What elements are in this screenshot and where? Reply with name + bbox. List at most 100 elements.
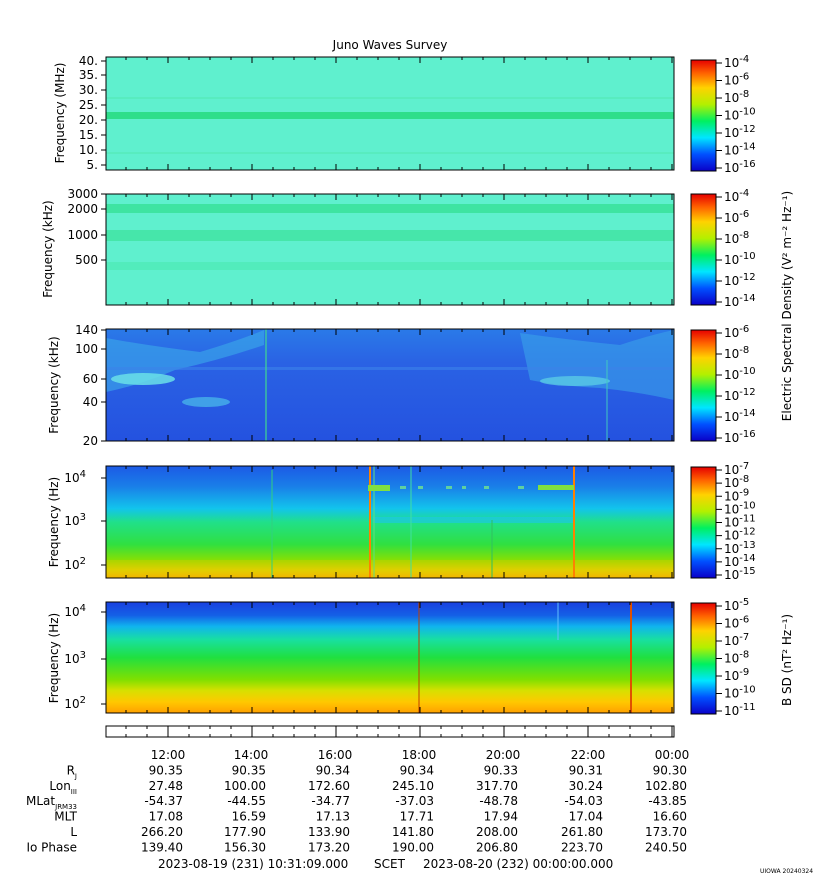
emission-blob-right — [540, 376, 610, 386]
ephemeris-value: -37.03 — [395, 794, 434, 808]
time-tick-label: 14:00 — [234, 748, 269, 762]
frame-5 — [105, 601, 675, 714]
time-strip — [105, 725, 675, 738]
colorbar-tick-label: 10-7 — [724, 461, 749, 477]
ytick-label: 500 — [75, 253, 98, 267]
colorbar-tick-label: 10-8 — [724, 230, 749, 246]
ephemeris-value: 172.60 — [308, 779, 350, 793]
emission-blob-60khz — [111, 373, 175, 385]
band-fine-1 — [106, 97, 674, 99]
ephemeris-value: 16.60 — [653, 810, 687, 824]
ephemeris-value: 17.04 — [569, 810, 603, 824]
emission-5khz-right — [538, 485, 574, 490]
ephemeris-value: 16.59 — [232, 810, 266, 824]
colorbar-tick-label: 10-8 — [724, 345, 749, 361]
ytick-label: 1000 — [67, 228, 98, 242]
colorbar-tick-label: 10-6 — [724, 324, 749, 340]
spectrogram-5 — [106, 602, 674, 713]
ytick-label: 20. — [79, 113, 98, 127]
colorbar-tick-label: 10-8 — [724, 650, 749, 666]
ytick-label: 102 — [64, 556, 86, 572]
yticks-3: 140 100 60 40 20 — [75, 323, 106, 448]
colorbar-tick-label: 10-12 — [724, 387, 756, 403]
ephemeris-value: 17.08 — [149, 810, 183, 824]
ytick-label: 102 — [64, 695, 86, 711]
colorbar-tick-label: 10-12 — [724, 527, 756, 543]
colorbar-5 — [690, 602, 717, 715]
colorbar-tick-label: 10-6 — [724, 209, 749, 225]
xticks-5 — [125, 602, 673, 713]
ephemeris-value: 141.80 — [392, 825, 434, 839]
band-fine-2 — [106, 152, 674, 154]
ephemeris-value: 173.70 — [645, 825, 687, 839]
colorbar-tick-label: 10-8 — [724, 474, 749, 490]
colorbar-tick-label: 10-9 — [724, 667, 749, 683]
ephemeris-value: 206.80 — [476, 840, 518, 854]
emission-5khz-left — [368, 485, 390, 491]
ytick-label: 60 — [83, 372, 98, 386]
ephemeris-value: 90.30 — [653, 763, 687, 777]
ephemeris-value: 177.90 — [224, 825, 266, 839]
ytick-label: 15. — [79, 128, 98, 142]
credit-stamp: UIOWA 20240324 — [760, 868, 813, 875]
colorbar-2 — [690, 193, 717, 306]
ephemeris-value: 90.35 — [232, 763, 266, 777]
ephemeris-value: -43.85 — [648, 794, 687, 808]
ytick-label: 35. — [79, 68, 98, 82]
ephemeris-value: 173.20 — [308, 840, 350, 854]
band-2000khz — [106, 204, 674, 213]
ephemeris-table: 12:00 14:00 16:00 18:00 20:00 22:00 00:00 RJ 90.… — [26, 748, 689, 854]
ephemeris-row-label: RJ — [67, 763, 77, 780]
xticks-4 — [125, 466, 673, 578]
colorbar-tick-label: 10-14 — [724, 408, 756, 424]
colorbar-tick-label: 10-4 — [724, 188, 749, 204]
ephemeris-value: 90.34 — [400, 763, 434, 777]
ytick-label: 40 — [83, 395, 98, 409]
ephemeris-value: 133.90 — [308, 825, 350, 839]
ephemeris-value: 156.30 — [224, 840, 266, 854]
ytick-label: 100 — [75, 342, 98, 356]
yticks-5: 104 103 102 — [64, 603, 106, 711]
colorbar-tick-label: 10-6 — [724, 72, 749, 88]
xticks-1 — [125, 57, 673, 170]
yticks-1: 40.35.30.25.20.15.10.5. — [79, 54, 106, 172]
figure-title: Juno Waves Survey — [332, 38, 448, 52]
panel-1: 40.35.30.25.20.15.10.5. Frequency (MHz) … — [53, 54, 756, 175]
ephemeris-value: -48.78 — [479, 794, 518, 808]
ephemeris-value: 190.00 — [392, 840, 434, 854]
ephemeris-row-label: LonIII — [49, 779, 77, 796]
colorbar-tick-label: 10-10 — [724, 500, 756, 516]
colorbar-tick-label: 10-10 — [724, 251, 756, 267]
ylabel-4: Frequency (Hz) — [47, 477, 61, 568]
xticks-strip — [125, 726, 673, 737]
time-range-end: 2023-08-20 (232) 00:00:00.000 — [423, 857, 613, 871]
band-1000khz — [106, 230, 674, 241]
ytick-label: 10. — [79, 143, 98, 157]
time-range-scet: SCET — [374, 857, 406, 871]
ytick-label: 30. — [79, 83, 98, 97]
time-tick-label: 18:00 — [402, 748, 437, 762]
ephemeris-value: 90.35 — [149, 763, 183, 777]
colorbar-tick-label: 10-14 — [724, 293, 756, 309]
xticks-3 — [125, 329, 673, 441]
ylabel-2: Frequency (kHz) — [41, 200, 55, 297]
colorbar-ticks-4: 10-710-810-910-1010-1110-1210-1310-1410-… — [716, 461, 756, 582]
ytick-label: 2000 — [67, 202, 98, 216]
ephemeris-value: 139.40 — [141, 840, 183, 854]
time-range-start: 2023-08-19 (231) 10:31:09.000 — [158, 857, 348, 871]
band-low-orange — [106, 560, 674, 578]
frame-4 — [105, 465, 675, 579]
ephemeris-value: 261.80 — [561, 825, 603, 839]
frame-2 — [105, 193, 675, 306]
ephemeris-value: -54.03 — [564, 794, 603, 808]
ephemeris-value: 102.80 — [645, 779, 687, 793]
colorbar-tick-label: 10-16 — [724, 429, 756, 445]
ephemeris-row-label: MLT — [54, 810, 77, 824]
ephemeris-value: 17.94 — [484, 810, 518, 824]
ephemeris-value: -54.37 — [144, 794, 183, 808]
colorbar-tick-label: 10-11 — [724, 702, 756, 718]
ytick-label: 3000 — [67, 187, 98, 201]
